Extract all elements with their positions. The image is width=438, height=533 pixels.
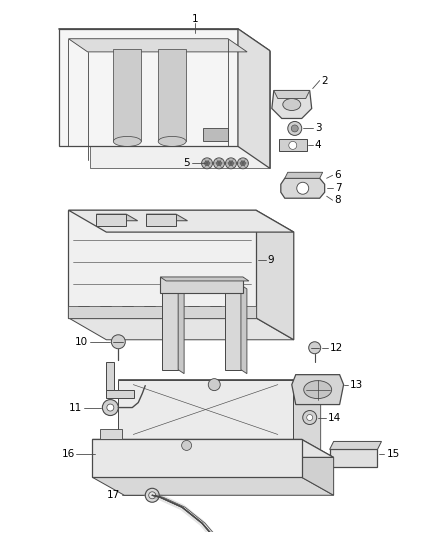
Text: 4: 4: [314, 140, 321, 150]
Ellipse shape: [283, 99, 301, 110]
Polygon shape: [162, 285, 178, 370]
Polygon shape: [203, 128, 228, 141]
Polygon shape: [241, 285, 247, 374]
Circle shape: [309, 342, 321, 354]
Text: 17: 17: [107, 490, 120, 500]
Text: 13: 13: [350, 379, 363, 390]
Text: 2: 2: [321, 76, 328, 86]
Polygon shape: [96, 214, 138, 221]
Polygon shape: [272, 91, 312, 118]
Polygon shape: [330, 449, 378, 467]
Ellipse shape: [113, 136, 141, 147]
Polygon shape: [238, 29, 270, 168]
Circle shape: [303, 410, 317, 424]
Polygon shape: [118, 379, 293, 439]
Text: 16: 16: [62, 449, 75, 459]
Circle shape: [201, 158, 212, 169]
Polygon shape: [302, 439, 334, 495]
Polygon shape: [274, 91, 310, 99]
Polygon shape: [68, 210, 256, 318]
Polygon shape: [92, 478, 334, 495]
Circle shape: [226, 158, 237, 169]
Circle shape: [111, 335, 125, 349]
Circle shape: [182, 440, 191, 450]
Circle shape: [291, 125, 298, 132]
Polygon shape: [146, 214, 176, 226]
Polygon shape: [92, 439, 302, 478]
Polygon shape: [279, 140, 307, 151]
Polygon shape: [285, 172, 323, 178]
Polygon shape: [59, 29, 270, 51]
Polygon shape: [106, 362, 114, 390]
Text: 15: 15: [386, 449, 400, 459]
Circle shape: [145, 488, 159, 502]
Circle shape: [237, 158, 248, 169]
Circle shape: [288, 122, 302, 135]
Polygon shape: [118, 439, 321, 455]
Text: 12: 12: [330, 343, 343, 353]
Circle shape: [240, 161, 245, 166]
Text: 11: 11: [69, 402, 82, 413]
Polygon shape: [292, 375, 343, 405]
Text: 9: 9: [268, 255, 275, 265]
Text: 1: 1: [192, 14, 198, 24]
Text: 3: 3: [314, 124, 321, 133]
Circle shape: [229, 161, 233, 166]
Polygon shape: [118, 379, 321, 395]
Polygon shape: [281, 178, 325, 198]
Circle shape: [213, 158, 225, 169]
Polygon shape: [68, 306, 256, 318]
Circle shape: [107, 404, 114, 411]
Polygon shape: [160, 277, 249, 281]
Text: 5: 5: [184, 158, 190, 168]
Polygon shape: [92, 439, 334, 457]
Polygon shape: [68, 318, 294, 340]
Polygon shape: [330, 441, 381, 449]
Text: 10: 10: [75, 337, 88, 347]
Polygon shape: [178, 285, 184, 374]
Ellipse shape: [304, 381, 332, 399]
Polygon shape: [293, 379, 321, 455]
Text: 7: 7: [335, 183, 341, 193]
Polygon shape: [225, 285, 241, 370]
Circle shape: [205, 161, 209, 166]
Text: 14: 14: [328, 413, 341, 423]
Polygon shape: [256, 210, 294, 340]
Circle shape: [216, 161, 222, 166]
Polygon shape: [100, 430, 122, 439]
Polygon shape: [90, 51, 270, 168]
Circle shape: [208, 378, 220, 391]
Polygon shape: [113, 49, 141, 141]
Text: 6: 6: [335, 170, 341, 180]
Polygon shape: [106, 390, 134, 398]
Text: 8: 8: [335, 195, 341, 205]
Polygon shape: [68, 39, 247, 52]
Polygon shape: [146, 214, 187, 221]
Circle shape: [102, 400, 118, 416]
Polygon shape: [160, 277, 243, 293]
Polygon shape: [158, 49, 186, 141]
Circle shape: [149, 492, 155, 499]
Polygon shape: [68, 210, 294, 232]
Circle shape: [297, 182, 309, 194]
Circle shape: [289, 141, 297, 149]
Polygon shape: [96, 214, 126, 226]
Polygon shape: [59, 29, 238, 147]
Ellipse shape: [158, 136, 186, 147]
Circle shape: [307, 415, 313, 421]
